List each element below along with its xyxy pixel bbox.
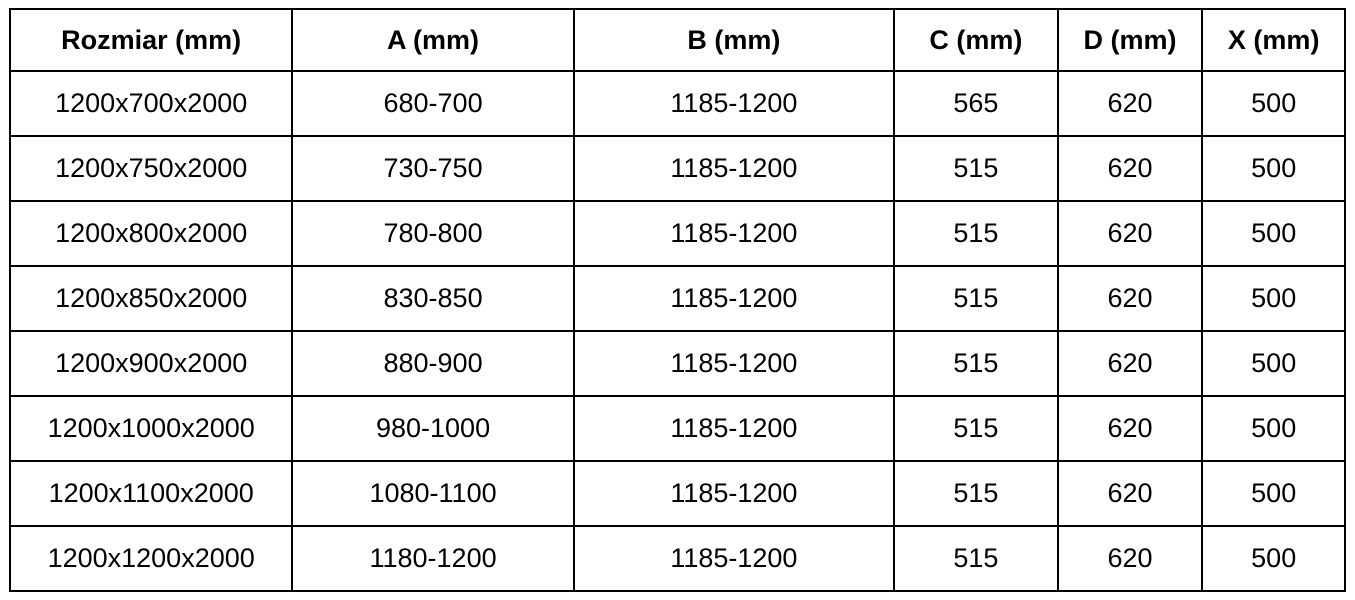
cell-x: 500: [1201, 135, 1346, 202]
column-header-a: A (mm): [291, 8, 575, 72]
cell-b: 1185-1200: [572, 70, 896, 137]
cell-b: 1185-1200: [572, 265, 896, 332]
cell-d: 620: [1056, 265, 1204, 332]
cell-a: 780-800: [291, 200, 575, 267]
cell-rozmiar: 1200x900x2000: [8, 330, 294, 397]
cell-d: 620: [1056, 525, 1204, 592]
cell-c: 515: [893, 395, 1059, 462]
cell-rozmiar: 1200x1100x2000: [8, 460, 294, 527]
cell-rozmiar: 1200x800x2000: [8, 200, 294, 267]
cell-x: 500: [1201, 525, 1346, 592]
cell-x: 500: [1201, 200, 1346, 267]
size-spec-table: Rozmiar (mm) A (mm) B (mm) C (mm) D (mm)…: [8, 8, 1346, 592]
cell-c: 515: [893, 460, 1059, 527]
cell-x: 500: [1201, 265, 1346, 332]
cell-rozmiar: 1200x850x2000: [8, 265, 294, 332]
cell-b: 1185-1200: [572, 135, 896, 202]
cell-c: 515: [893, 330, 1059, 397]
header-row: Rozmiar (mm) A (mm) B (mm) C (mm) D (mm)…: [8, 8, 1346, 72]
cell-d: 620: [1056, 200, 1204, 267]
cell-c: 565: [893, 70, 1059, 137]
cell-b: 1185-1200: [572, 460, 896, 527]
cell-c: 515: [893, 200, 1059, 267]
cell-b: 1185-1200: [572, 200, 896, 267]
cell-rozmiar: 1200x700x2000: [8, 70, 294, 137]
cell-c: 515: [893, 265, 1059, 332]
table-row: 1200x1200x2000 1180-1200 1185-1200 515 6…: [8, 525, 1346, 592]
table-row: 1200x1000x2000 980-1000 1185-1200 515 62…: [8, 395, 1346, 462]
table-row: 1200x900x2000 880-900 1185-1200 515 620 …: [8, 330, 1346, 397]
column-header-b: B (mm): [572, 8, 896, 72]
cell-rozmiar: 1200x1000x2000: [8, 395, 294, 462]
table-row: 1200x700x2000 680-700 1185-1200 565 620 …: [8, 70, 1346, 137]
cell-a: 1080-1100: [291, 460, 575, 527]
table-row: 1200x750x2000 730-750 1185-1200 515 620 …: [8, 135, 1346, 202]
cell-d: 620: [1056, 395, 1204, 462]
cell-x: 500: [1201, 70, 1346, 137]
cell-a: 880-900: [291, 330, 575, 397]
cell-a: 680-700: [291, 70, 575, 137]
cell-a: 980-1000: [291, 395, 575, 462]
cell-b: 1185-1200: [572, 330, 896, 397]
cell-c: 515: [893, 135, 1059, 202]
cell-x: 500: [1201, 460, 1346, 527]
cell-d: 620: [1056, 70, 1204, 137]
cell-d: 620: [1056, 330, 1204, 397]
cell-rozmiar: 1200x1200x2000: [8, 525, 294, 592]
table-row: 1200x1100x2000 1080-1100 1185-1200 515 6…: [8, 460, 1346, 527]
column-header-rozmiar: Rozmiar (mm): [8, 8, 294, 72]
table-body: 1200x700x2000 680-700 1185-1200 565 620 …: [8, 70, 1346, 592]
column-header-c: C (mm): [893, 8, 1059, 72]
cell-x: 500: [1201, 330, 1346, 397]
cell-x: 500: [1201, 395, 1346, 462]
table-row: 1200x800x2000 780-800 1185-1200 515 620 …: [8, 200, 1346, 267]
cell-b: 1185-1200: [572, 395, 896, 462]
cell-a: 1180-1200: [291, 525, 575, 592]
cell-a: 730-750: [291, 135, 575, 202]
cell-c: 515: [893, 525, 1059, 592]
cell-b: 1185-1200: [572, 525, 896, 592]
table-row: 1200x850x2000 830-850 1185-1200 515 620 …: [8, 265, 1346, 332]
cell-rozmiar: 1200x750x2000: [8, 135, 294, 202]
cell-d: 620: [1056, 135, 1204, 202]
cell-d: 620: [1056, 460, 1204, 527]
cell-a: 830-850: [291, 265, 575, 332]
column-header-d: D (mm): [1056, 8, 1204, 72]
column-header-x: X (mm): [1201, 8, 1346, 72]
